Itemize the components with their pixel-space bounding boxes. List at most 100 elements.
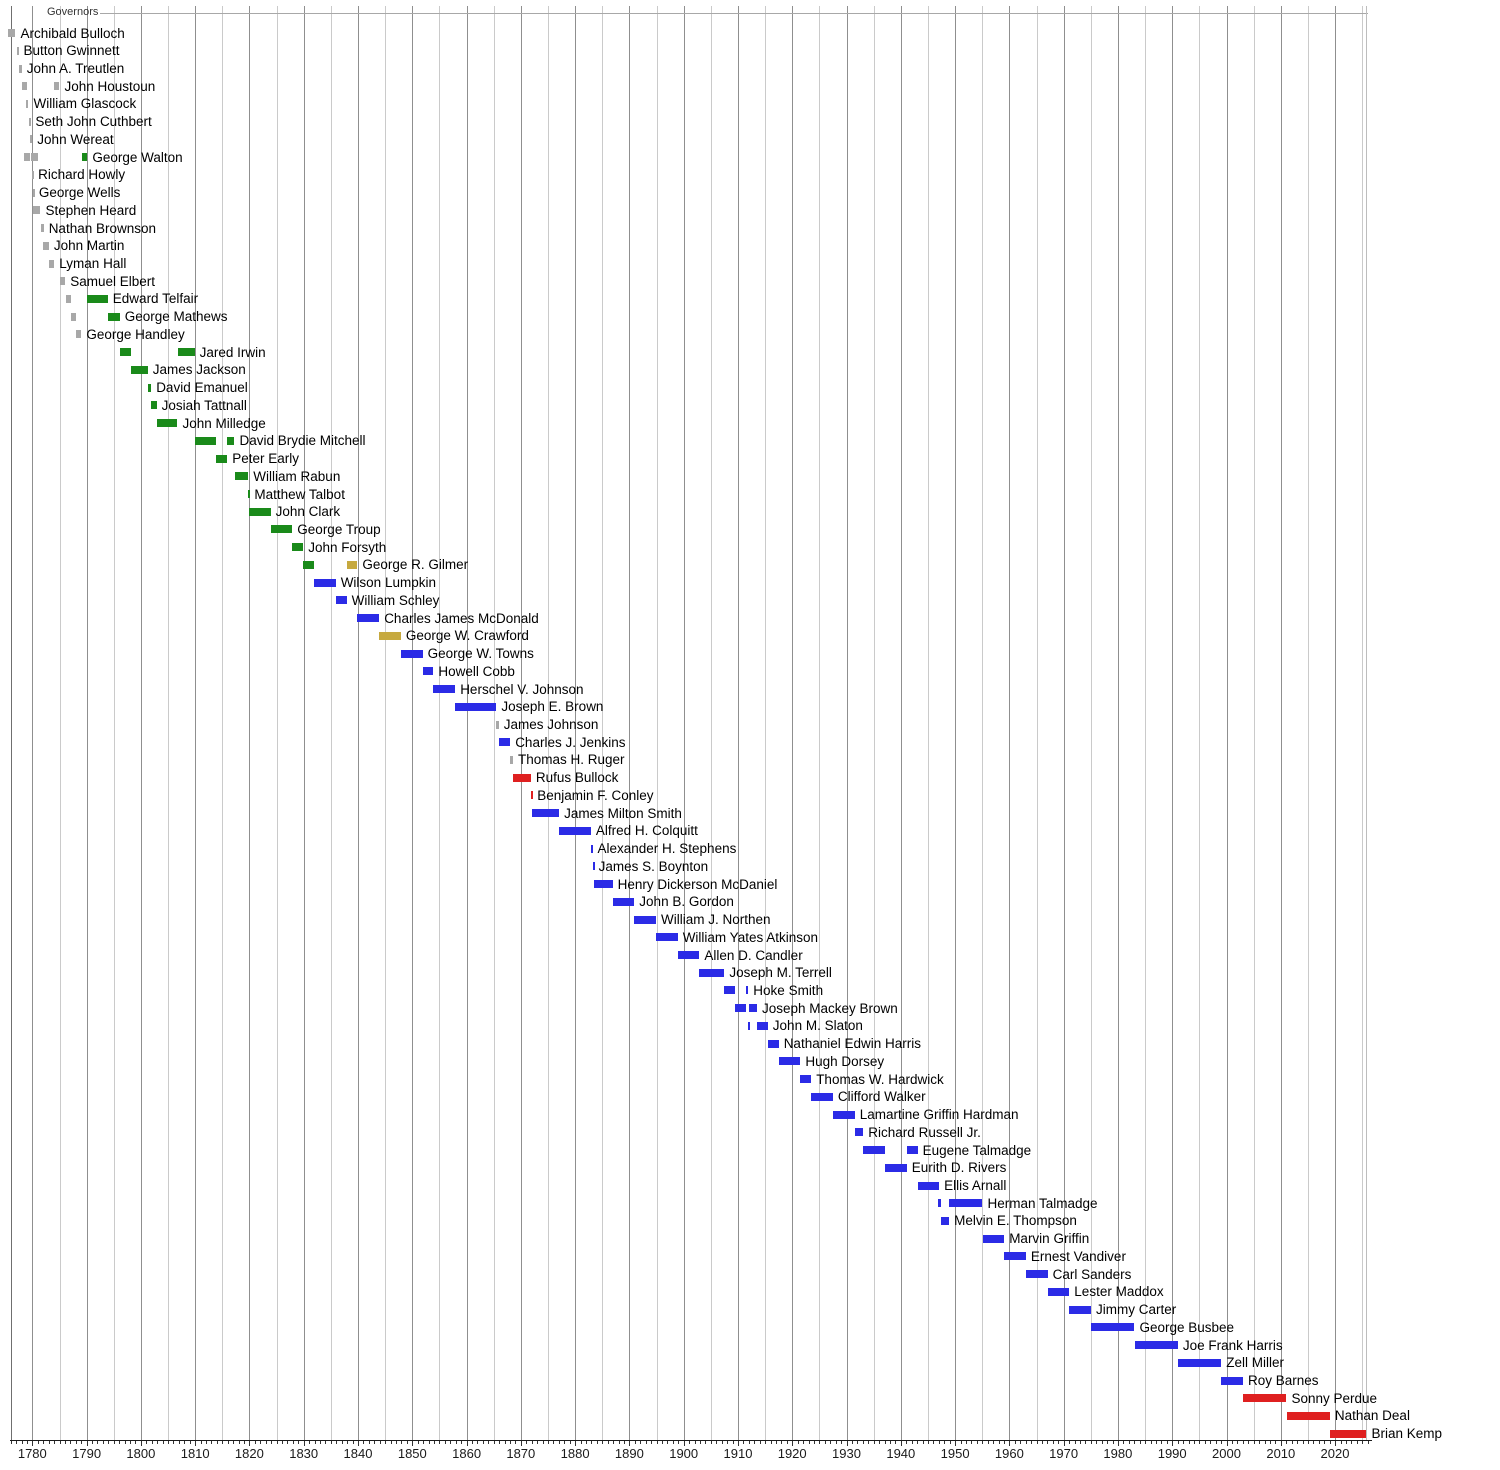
axis-tick-1859 [461, 1441, 463, 1444]
term-bar [270, 525, 293, 534]
term-bar [677, 951, 700, 959]
term-bar [400, 649, 423, 658]
gridline-1960 [1009, 6, 1011, 1440]
governor-label: William Glascock [33, 96, 137, 112]
axis-tick-1936 [879, 1441, 881, 1444]
governor-label: Archibald Bulloch [20, 25, 125, 41]
axis-tick-1895 [656, 1441, 658, 1444]
axis-tick-1883 [591, 1441, 593, 1444]
governor-label: Alfred H. Colquitt [595, 823, 698, 839]
axis-tick-1838 [347, 1441, 349, 1444]
gridline-1830 [303, 6, 305, 1440]
term-bar [832, 1110, 855, 1119]
axis-tick-1970 [1063, 1441, 1065, 1446]
axis-tick-1914 [759, 1441, 761, 1444]
governor-label: Henry Dickerson McDaniel [617, 876, 778, 892]
governor-label: David Brydie Mitchell [239, 433, 366, 449]
axis-tick-1830 [303, 1441, 305, 1446]
axis-tick-1951 [960, 1441, 962, 1444]
axis-tick-1922 [803, 1441, 805, 1444]
axis-tick-1794 [108, 1441, 110, 1444]
axis-tick-1801 [146, 1441, 148, 1444]
axis-tick-1798 [130, 1441, 131, 1444]
axis-tick-1999 [1221, 1441, 1222, 1444]
axis-tick-1903 [700, 1441, 701, 1444]
term-bar [513, 773, 531, 782]
axis-tick-2014 [1302, 1441, 1304, 1444]
axis-year-label: 1890 [614, 1446, 644, 1461]
axis-tick-1975 [1090, 1441, 1092, 1444]
axis-tick-1872 [531, 1441, 533, 1444]
axis-tick-1920 [792, 1441, 794, 1446]
term-bar [811, 1092, 833, 1101]
governor-label: Richard Russell Jr. [868, 1124, 981, 1140]
axis-tick-2001 [1231, 1441, 1233, 1444]
axis-tick-1955 [982, 1441, 984, 1444]
axis-tick-1869 [515, 1441, 517, 1444]
axis-tick-1962 [1020, 1441, 1022, 1444]
governor-label: Melvin E. Thompson [954, 1213, 1077, 1229]
axis-tick-2004 [1248, 1441, 1250, 1444]
axis-tick-1809 [189, 1441, 191, 1444]
gridline-1860 [466, 6, 468, 1440]
axis-tick-1980 [1117, 1441, 1119, 1446]
gridline-1925 [819, 6, 821, 1440]
axis-tick-1960 [1009, 1441, 1011, 1446]
term-bar [940, 1216, 950, 1225]
term-bar [749, 1004, 757, 1013]
term-bar [292, 543, 304, 552]
governor-label: Edward Telfair [112, 291, 199, 307]
gridline-1790 [86, 6, 88, 1440]
axis-tick-1797 [124, 1441, 126, 1444]
axis-tick-1889 [624, 1441, 625, 1444]
gridline-1930 [846, 6, 848, 1440]
axis-tick-1929 [841, 1441, 843, 1444]
governor-label: Jared Irwin [199, 344, 266, 360]
axis-tick-1789 [81, 1441, 83, 1444]
governor-label: John Milledge [182, 415, 266, 431]
term-bar [949, 1199, 983, 1208]
axis-tick-1867 [504, 1441, 506, 1444]
axis-tick-1978 [1107, 1441, 1109, 1444]
axis-tick-1799 [135, 1441, 137, 1444]
governor-label: Allen D. Candler [704, 947, 803, 963]
axis-tick-1944 [922, 1441, 924, 1444]
axis-tick-1877 [558, 1441, 560, 1444]
governor-label: William Yates Atkinson [682, 929, 818, 945]
axis-tick-1977 [1101, 1441, 1103, 1444]
governor-label: Howell Cobb [438, 663, 515, 679]
term-bar [854, 1128, 864, 1137]
axis-tick-1979 [1112, 1441, 1114, 1444]
axis-tick-1925 [819, 1441, 821, 1444]
axis-tick-1891 [634, 1441, 636, 1444]
axis-tick-1892 [640, 1441, 642, 1444]
axis-tick-1817 [233, 1441, 235, 1444]
axis-tick-1986 [1150, 1441, 1152, 1444]
gridline-1850 [412, 6, 414, 1440]
axis-tick-2011 [1286, 1441, 1288, 1444]
axis-tick-1952 [965, 1441, 967, 1444]
axis-tick-1943 [917, 1441, 919, 1444]
axis-tick-2010 [1280, 1441, 1282, 1446]
axis-tick-1879 [569, 1441, 571, 1444]
governor-label: Samuel Elbert [70, 273, 155, 289]
axis-tick-1781 [37, 1441, 39, 1444]
axis-tick-2025 [1362, 1441, 1364, 1444]
term-bar [746, 986, 749, 995]
term-bar [863, 1146, 885, 1154]
axis-tick-1890 [629, 1441, 631, 1446]
governor-label: John A. Treutlen [26, 61, 125, 76]
term-bar [54, 82, 60, 91]
axis-year-label: 1950 [940, 1446, 970, 1461]
term-bar [1025, 1270, 1048, 1279]
term-bar [28, 117, 31, 126]
gridline-1795 [113, 6, 115, 1440]
term-bar [76, 330, 82, 339]
axis-year-label: 1800 [126, 1446, 156, 1461]
term-bar [937, 1199, 941, 1208]
axis-year-label: 1810 [180, 1446, 210, 1461]
axis-tick-1822 [260, 1441, 262, 1444]
gridline-1980 [1117, 6, 1119, 1440]
governor-label: Joseph Mackey Brown [762, 1000, 898, 1016]
axis-tick-1900 [683, 1441, 685, 1446]
